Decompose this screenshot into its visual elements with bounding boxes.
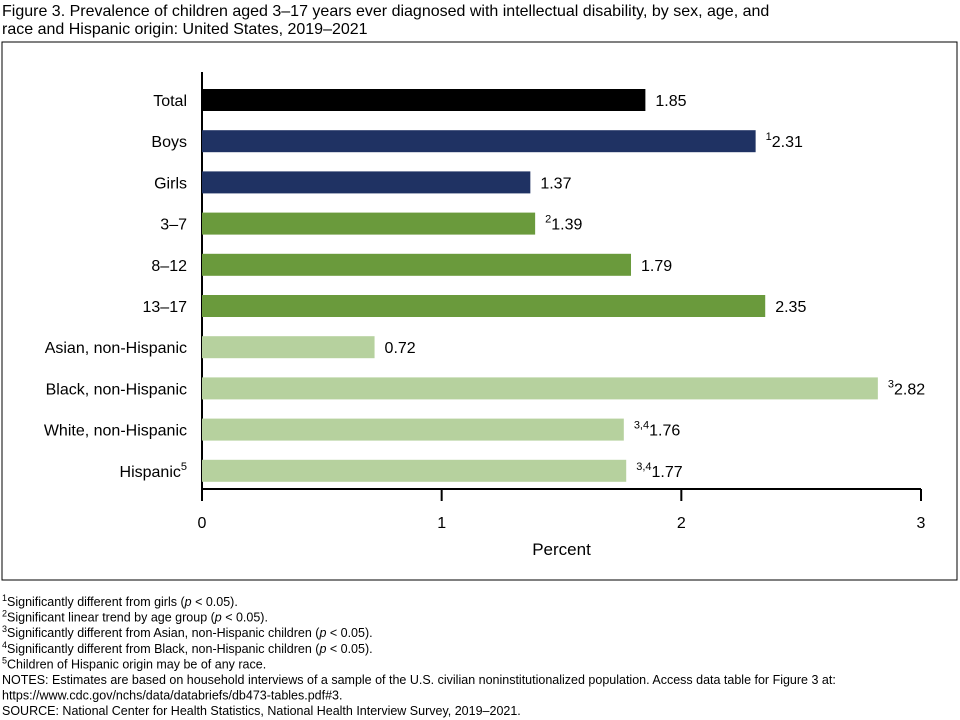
footnote-text: Significantly different from Asian, non-… (7, 626, 320, 640)
footnote: 3Significantly different from Asian, non… (2, 624, 373, 640)
value-label-number: 2.35 (775, 299, 806, 316)
chart-title: Figure 3. Prevalence of children aged 3–… (2, 3, 769, 20)
footnote: 2Significant linear trend by age group (… (2, 609, 268, 625)
y-tick-label: 3–7 (160, 217, 187, 234)
chart-frame (1, 41, 958, 581)
footnote-text: Significant linear trend by age group ( (7, 611, 216, 625)
footnote-text: < 0.05). (192, 595, 238, 609)
value-label-number: 1.37 (540, 175, 571, 192)
footnote-text: < 0.05). (326, 626, 372, 640)
footnote-text: p (184, 595, 192, 609)
y-tick-label: Boys (151, 134, 187, 151)
value-label-note: 1 (766, 131, 772, 143)
footnote-mark: 3 (2, 624, 7, 634)
category-name: Boys (151, 134, 187, 151)
value-label-note: 3,4 (636, 461, 651, 473)
value-label-number: 1.79 (641, 258, 672, 275)
footnote-text: p (214, 611, 222, 625)
value-label: 2.35 (775, 299, 806, 316)
value-label-note: 3 (888, 378, 894, 390)
footnote-text: Significantly different from Black, non-… (7, 642, 320, 656)
value-label: 12.31 (766, 131, 803, 151)
value-label-number: 1.77 (652, 464, 683, 481)
footnote-mark: 5 (2, 655, 7, 665)
category-name: 13–17 (143, 299, 188, 316)
y-tick-label: Asian, non-Hispanic (45, 340, 187, 357)
value-label: 3,41.76 (634, 420, 681, 440)
value-label-note: 3,4 (634, 420, 649, 432)
chart-title: race and Hispanic origin: United States,… (2, 21, 368, 38)
value-label: 32.82 (888, 378, 925, 398)
y-tick-label: 8–12 (151, 258, 187, 275)
notes: NOTES: Estimates are based on household … (2, 673, 836, 687)
category-name: Black, non-Hispanic (46, 381, 187, 398)
value-label: 0.72 (385, 340, 416, 357)
y-tick-label: 13–17 (143, 299, 188, 316)
bar (202, 130, 756, 153)
value-label-number: 0.72 (385, 340, 416, 357)
source: SOURCE: National Center for Health Stati… (2, 704, 521, 718)
value-label: 3,41.77 (636, 461, 683, 481)
bar (202, 336, 375, 359)
bar (202, 171, 531, 194)
footnote-mark: 1 (2, 593, 7, 603)
value-label-number: 1.85 (655, 93, 686, 110)
footnote: 4Significantly different from Black, non… (2, 640, 373, 656)
value-label: 1.79 (641, 258, 672, 275)
category-note: 5 (181, 461, 187, 473)
x-tick-label: 1 (437, 515, 446, 532)
category-name: Hispanic (120, 464, 181, 481)
bar (202, 418, 624, 441)
footnote-mark: 4 (2, 640, 7, 650)
y-tick-label: White, non-Hispanic (44, 423, 187, 440)
category-name: 3–7 (160, 217, 187, 234)
y-tick-label: Hispanic5 (120, 461, 187, 481)
bar (202, 295, 766, 317)
footnote-text: p (318, 626, 326, 640)
x-tick-label: 3 (917, 515, 926, 532)
category-name: White, non-Hispanic (44, 423, 187, 440)
value-label-number: 2.82 (894, 381, 925, 398)
footnote-text: p (318, 642, 326, 656)
category-name: Girls (154, 175, 187, 192)
footnote-text: < 0.05). (222, 611, 268, 625)
bar (202, 89, 646, 111)
y-tick-label: Girls (154, 175, 187, 192)
bar (202, 212, 536, 235)
footnote-text: Children of Hispanic origin may be of an… (7, 657, 266, 671)
category-name: 8–12 (151, 258, 187, 275)
bar (202, 459, 627, 482)
footnote: 5Children of Hispanic origin may be of a… (2, 655, 266, 671)
category-name: Asian, non-Hispanic (45, 340, 187, 357)
x-tick-label: 2 (677, 515, 686, 532)
footnote-text: Significantly different from girls ( (7, 595, 185, 609)
x-tick-label: 0 (198, 515, 207, 532)
footnote: 1Significantly different from girls (p <… (2, 593, 238, 609)
value-label: 1.37 (540, 175, 571, 192)
y-tick-label: Total (153, 93, 187, 110)
value-label-number: 1.39 (551, 217, 582, 234)
footnote-text: < 0.05). (326, 642, 372, 656)
x-axis-label: Percent (532, 540, 591, 559)
bar (202, 377, 878, 400)
value-label-note: 2 (545, 214, 551, 226)
notes: https://www.cdc.gov/nchs/data/databriefs… (2, 689, 343, 703)
value-label-number: 1.76 (649, 423, 680, 440)
category-name: Total (153, 93, 187, 110)
y-tick-label: Black, non-Hispanic (46, 381, 187, 398)
value-label: 21.39 (545, 214, 582, 234)
value-label: 1.85 (655, 93, 686, 110)
bar (202, 253, 632, 276)
footnote-mark: 2 (2, 609, 7, 619)
value-label-number: 2.31 (772, 134, 803, 151)
